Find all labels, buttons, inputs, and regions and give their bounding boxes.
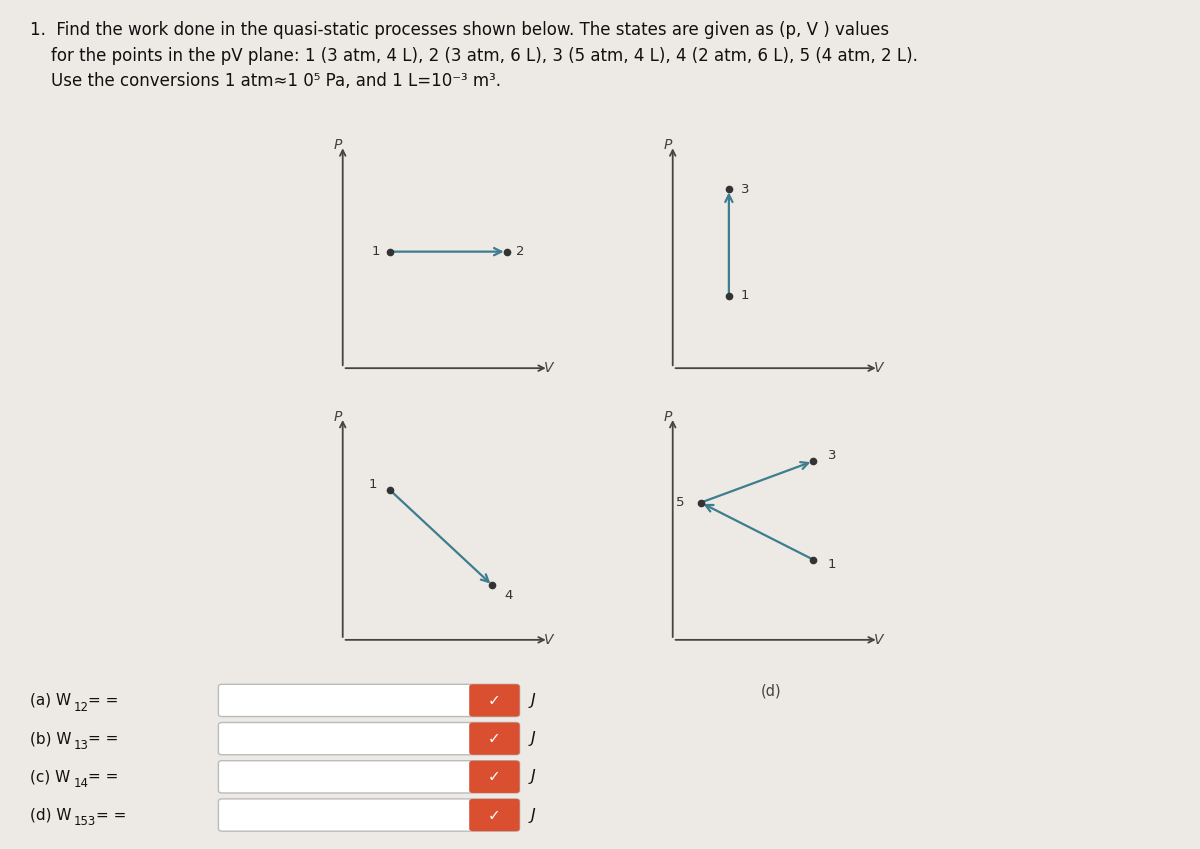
Text: (c): (c) (431, 684, 451, 699)
Text: 3: 3 (742, 183, 750, 196)
Text: 2: 2 (516, 245, 524, 258)
Text: 1: 1 (368, 478, 377, 491)
Text: ✓: ✓ (488, 769, 500, 784)
Text: J: J (530, 731, 535, 746)
Text: 1.  Find the work done in the quasi-static processes shown below. The states are: 1. Find the work done in the quasi-stati… (30, 21, 889, 39)
Text: V: V (874, 633, 883, 647)
Text: = =: = = (88, 693, 119, 708)
Text: 1: 1 (371, 245, 379, 258)
Text: V: V (544, 361, 553, 375)
Text: (c) W: (c) W (30, 769, 71, 784)
Text: P: P (664, 410, 672, 424)
Text: J: J (530, 807, 535, 823)
Text: P: P (334, 138, 342, 153)
Text: P: P (334, 410, 342, 424)
Text: V: V (874, 361, 883, 375)
Text: ✓: ✓ (488, 807, 500, 823)
Text: for the points in the pV plane: 1 (3 atm, 4 L), 2 (3 atm, 6 L), 3 (5 atm, 4 L), : for the points in the pV plane: 1 (3 atm… (30, 47, 918, 65)
Text: (a): (a) (431, 412, 451, 427)
Text: P: P (664, 138, 672, 153)
Text: Use the conversions 1 atm≈1 0⁵ Pa, and 1 L=10⁻³ m³.: Use the conversions 1 atm≈1 0⁵ Pa, and 1… (30, 72, 502, 90)
Text: 12: 12 (73, 700, 89, 714)
Text: (b): (b) (761, 412, 781, 427)
Text: 153: 153 (73, 815, 96, 829)
Text: 5: 5 (676, 496, 684, 509)
Text: J: J (530, 693, 535, 708)
Text: V: V (544, 633, 553, 647)
Text: 14: 14 (73, 777, 89, 790)
Text: (d) W: (d) W (30, 807, 72, 823)
Text: (d): (d) (761, 684, 781, 699)
Text: (a) W: (a) W (30, 693, 71, 708)
Text: 1: 1 (742, 290, 750, 302)
Text: J: J (530, 769, 535, 784)
Text: = =: = = (96, 807, 126, 823)
Text: 4: 4 (505, 589, 514, 602)
Text: (b) W: (b) W (30, 731, 72, 746)
Text: 3: 3 (828, 449, 836, 463)
Text: = =: = = (88, 769, 119, 784)
Text: ✓: ✓ (488, 693, 500, 708)
Text: 13: 13 (73, 739, 88, 752)
Text: = =: = = (88, 731, 119, 746)
Text: ✓: ✓ (488, 731, 500, 746)
Text: 1: 1 (828, 559, 836, 571)
